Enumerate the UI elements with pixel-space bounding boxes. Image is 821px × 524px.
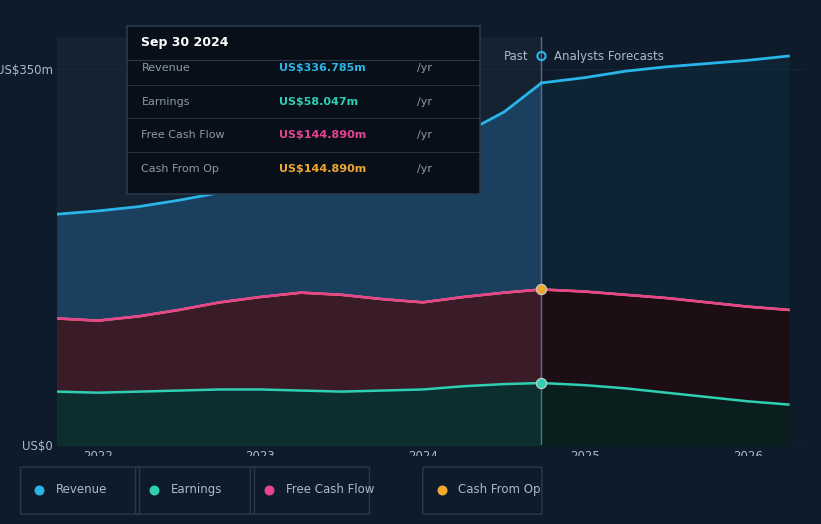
Text: US$144.890m: US$144.890m [279, 163, 366, 174]
Text: Free Cash Flow: Free Cash Flow [286, 484, 374, 496]
Point [33, 486, 46, 494]
Text: /yr: /yr [417, 130, 432, 140]
Text: Past: Past [504, 50, 529, 62]
Text: Earnings: Earnings [171, 484, 222, 496]
Text: Revenue: Revenue [141, 63, 190, 73]
Bar [57, 37, 542, 445]
Point [435, 486, 448, 494]
Text: US$144.890m: US$144.890m [279, 130, 366, 140]
Text: Sep 30 2024: Sep 30 2024 [141, 37, 229, 49]
Text: /yr: /yr [417, 96, 432, 107]
Point [535, 379, 548, 387]
Point [148, 486, 161, 494]
Point [263, 486, 276, 494]
Text: US$58.047m: US$58.047m [279, 96, 358, 107]
Text: Cash From Op: Cash From Op [458, 484, 540, 496]
Text: Cash From Op: Cash From Op [141, 163, 219, 174]
Text: Free Cash Flow: Free Cash Flow [141, 130, 225, 140]
Bar [542, 37, 805, 445]
Text: Earnings: Earnings [141, 96, 190, 107]
Point [535, 285, 548, 293]
Point [535, 52, 548, 60]
Text: Analysts Forecasts: Analysts Forecasts [554, 50, 664, 62]
Text: Revenue: Revenue [56, 484, 108, 496]
Text: /yr: /yr [417, 63, 432, 73]
Text: US$336.785m: US$336.785m [279, 63, 366, 73]
Text: /yr: /yr [417, 163, 432, 174]
